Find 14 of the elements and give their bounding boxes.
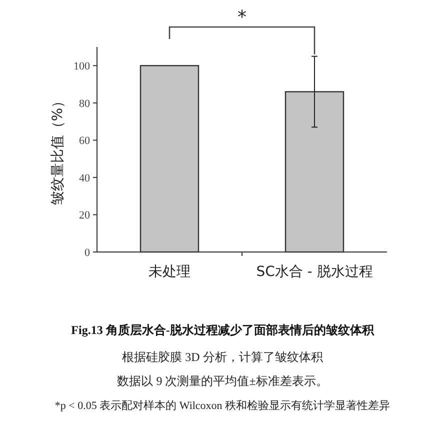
y-tick-label: 20 [79,210,90,222]
text: 根据硅胶膜 3D 分析，计算了皱纹体积 [122,350,323,364]
text: 数据以 9 次测量的平均值±标准差表示。 [117,374,328,388]
y-tick-label: 100 [74,60,90,72]
y-tick-label: 40 [79,172,90,184]
y-tick-label: 60 [79,135,90,148]
y-tick-label: 0 [84,246,90,259]
y-tick-label: 80 [79,98,90,110]
text: Fig.13 角质层水合-脱水过程减少了面部表情后的皱纹体积 [71,323,375,337]
x-tick-label: SC水合 - 脱水过程 [256,264,373,280]
x-tick-label: 未处理 [148,264,190,280]
y-axis-title: 皱纹量比值（%） [50,94,66,206]
text: *p < 0.05 表示配对样本的 Wilcoxon 秩和检验显示有统计学显著性差异 [54,399,390,412]
text: * [238,7,246,28]
